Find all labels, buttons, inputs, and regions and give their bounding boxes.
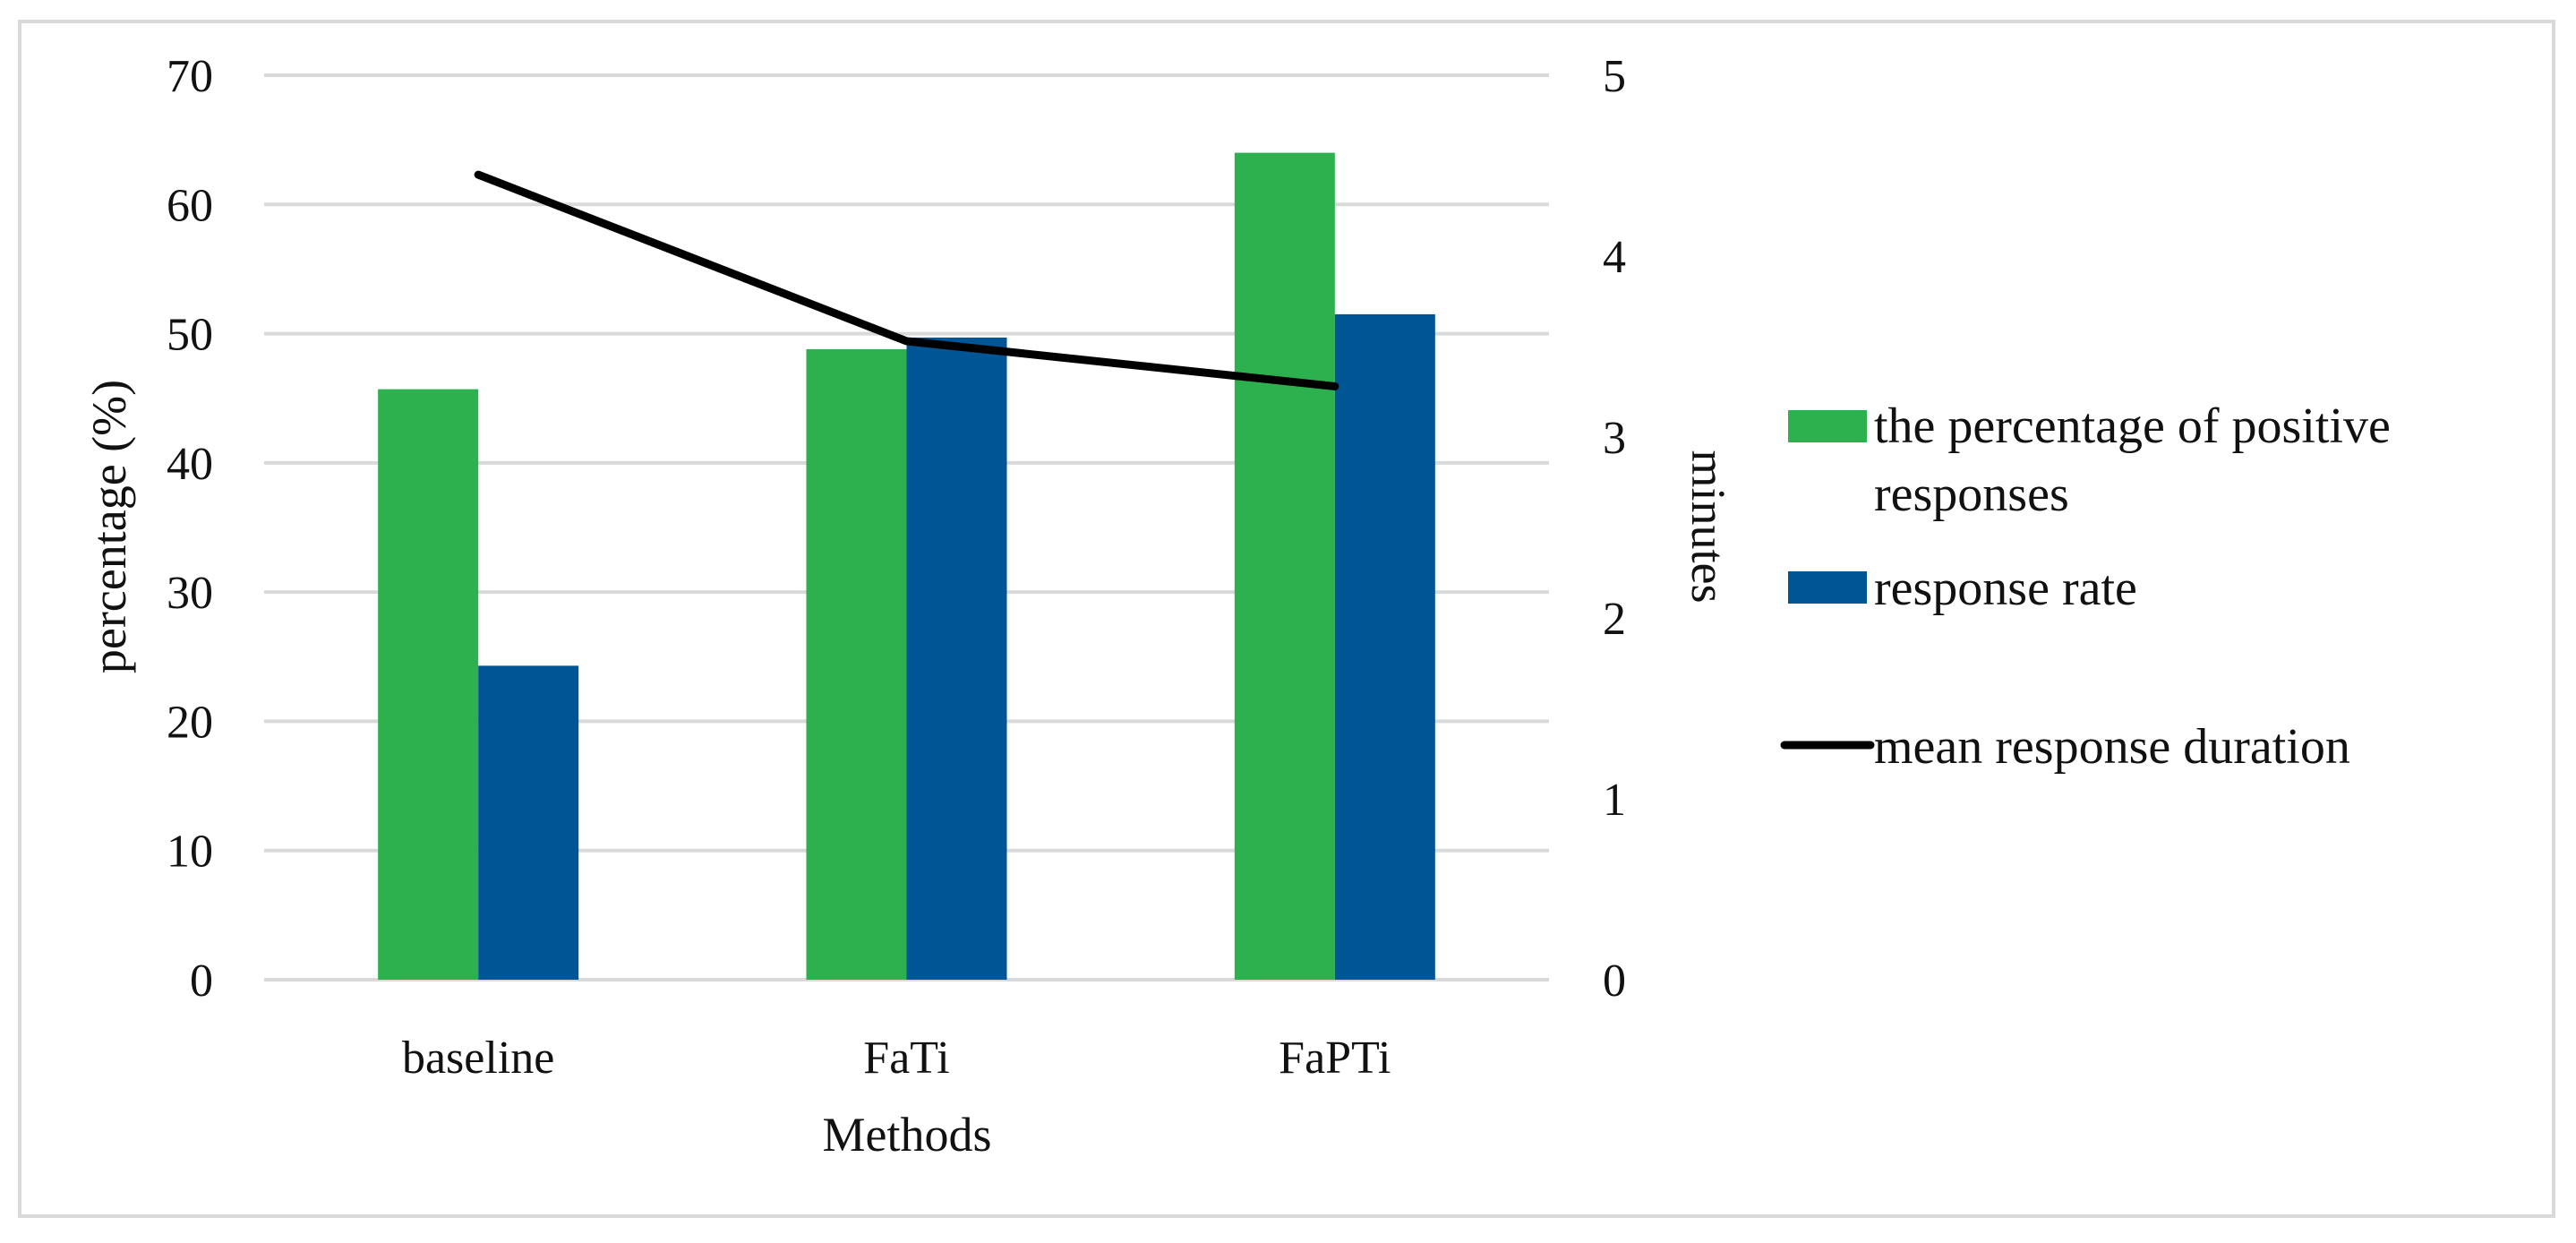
legend-swatch-response-rate <box>1788 571 1867 604</box>
line-point-baseline <box>477 174 480 176</box>
bar-positive-FaTi <box>806 348 907 980</box>
y-tick-label-30: 30 <box>167 568 213 619</box>
x-tick-label-baseline: baseline <box>402 1033 554 1084</box>
y-tick-label-10: 10 <box>167 827 213 878</box>
bar-response-rate-baseline <box>478 665 579 980</box>
bars <box>378 152 1435 981</box>
legend-label-duration: mean response duration <box>1874 719 2350 775</box>
y2-tick-label-5: 5 <box>1603 51 1626 102</box>
legend-label-response-rate: response rate <box>1874 561 2137 616</box>
y2-tick-label-2: 2 <box>1603 594 1626 645</box>
y2-tick-label-4: 4 <box>1603 232 1626 283</box>
y2-tick-label-0: 0 <box>1603 956 1626 1007</box>
line-point-FaTi <box>905 339 908 342</box>
bar-positive-FaPTi <box>1234 152 1335 981</box>
y-tick-label-20: 20 <box>167 697 213 748</box>
line-series <box>474 170 1339 390</box>
y-tick-label-60: 60 <box>167 180 213 231</box>
bar-response-rate-FaTi <box>906 337 1007 980</box>
x-axis-title: Methods <box>823 1108 992 1162</box>
y-tick-label-40: 40 <box>167 439 213 490</box>
bar-response-rate-FaPTi <box>1334 313 1435 980</box>
y2-tick-label-1: 1 <box>1603 775 1626 826</box>
y-tick-label-0: 0 <box>190 956 213 1007</box>
bar-positive-baseline <box>378 389 479 981</box>
legend-label-positive-line1: the percentage of positive <box>1874 399 2391 454</box>
line-point-FaPTi <box>1333 385 1336 388</box>
y2-tick-label-3: 3 <box>1603 413 1626 464</box>
y-tick-label-70: 70 <box>167 51 213 102</box>
tick-labels: 0 10 20 30 40 50 60 70 0 1 2 3 4 5 baseline FaTi FaPTi <box>167 51 1626 1084</box>
legend-label-positive-line2: responses <box>1874 467 2069 522</box>
y-axis-title: percentage (%) <box>82 380 136 673</box>
x-tick-label-FaTi: FaTi <box>863 1033 949 1084</box>
x-tick-label-FaPTi: FaPTi <box>1279 1033 1391 1084</box>
y-tick-label-50: 50 <box>167 310 213 361</box>
legend-swatch-positive <box>1788 410 1867 442</box>
legend: the percentage of positive responses res… <box>1780 399 2391 775</box>
y2-axis-title: minutes <box>1682 450 1735 604</box>
